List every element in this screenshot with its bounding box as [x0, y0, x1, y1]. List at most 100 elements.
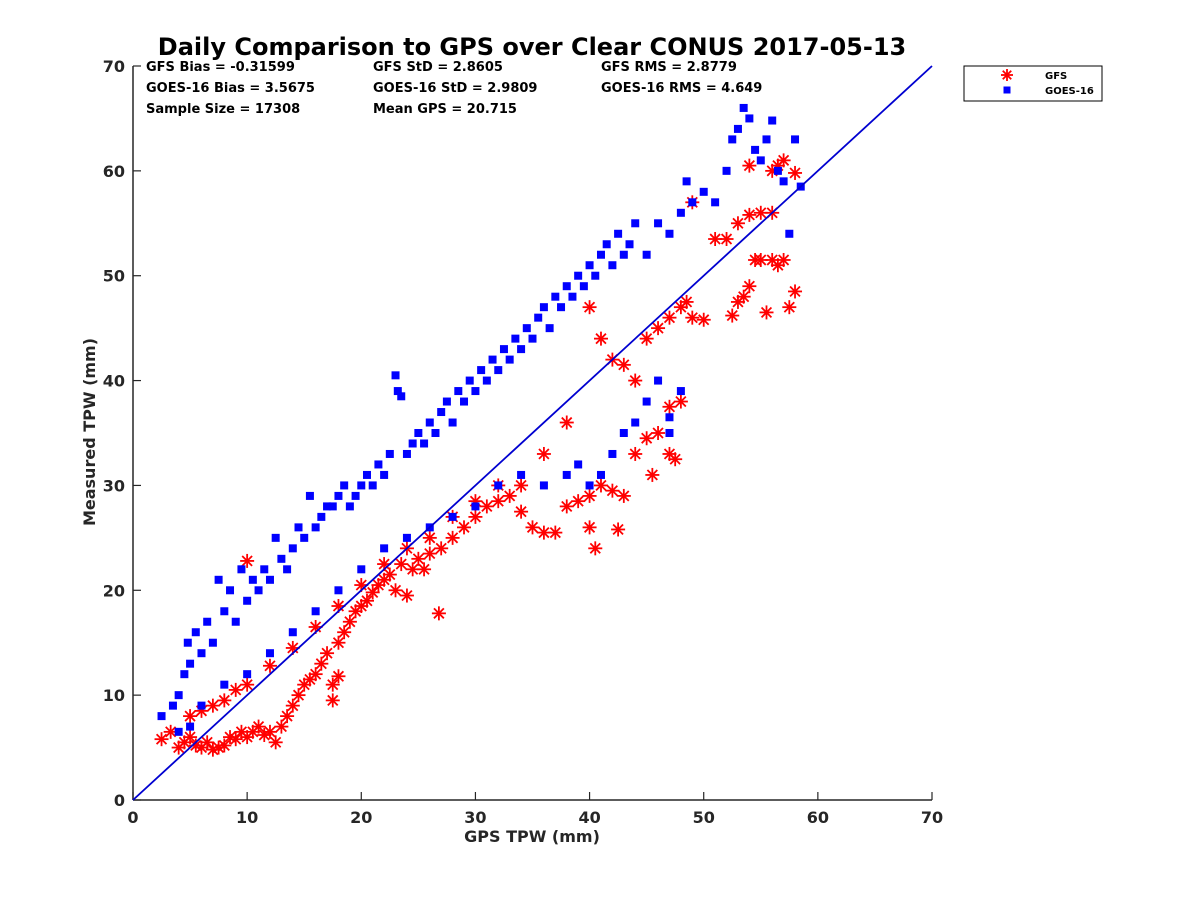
- goes16-point: [345, 502, 354, 511]
- goes16-point: [231, 617, 240, 626]
- gfs-point: [559, 415, 574, 430]
- gfs-point: [742, 279, 757, 294]
- x-tick-label: 10: [236, 808, 258, 827]
- goes16-point: [522, 324, 531, 333]
- goes16-point: [517, 470, 526, 479]
- gfs-point: [616, 488, 631, 503]
- goes16-point: [454, 387, 463, 396]
- goes16-point: [168, 701, 177, 710]
- goes16-point: [174, 727, 183, 736]
- goes16-point: [397, 392, 406, 401]
- goes16-point: [585, 261, 594, 270]
- stat-gfs-rms: GFS RMS = 2.8779: [601, 60, 737, 75]
- goes16-point: [751, 145, 760, 154]
- goes16-point: [511, 334, 520, 343]
- legend-goes16-label: GOES-16: [1045, 86, 1094, 97]
- gfs-point: [628, 373, 643, 388]
- gfs-point: [776, 252, 791, 267]
- gfs-point: [405, 562, 420, 577]
- goes16-point: [157, 712, 166, 721]
- gfs-point: [468, 509, 483, 524]
- gfs-point: [382, 567, 397, 582]
- goes16-point: [340, 481, 349, 490]
- series-goes16: [157, 103, 805, 736]
- gfs-point: [645, 467, 660, 482]
- goes16-point: [756, 156, 765, 165]
- y-tick-label: 70: [103, 57, 125, 76]
- gfs-point: [331, 669, 346, 684]
- gfs-point: [639, 331, 654, 346]
- goes16-point: [688, 198, 697, 207]
- goes16-point: [208, 638, 217, 647]
- stat-goes16-std: GOES-16 StD = 2.9809: [373, 81, 537, 96]
- y-tick-label: 60: [103, 162, 125, 181]
- gfs-point: [183, 709, 198, 724]
- gfs-point: [365, 585, 380, 600]
- goes16-point: [494, 366, 503, 375]
- goes16-point: [265, 649, 274, 658]
- goes16-point: [539, 303, 548, 312]
- goes16-point: [619, 250, 628, 259]
- goes16-point: [288, 628, 297, 637]
- gfs-point: [782, 300, 797, 315]
- x-tick-label: 0: [127, 808, 138, 827]
- goes16-point: [631, 418, 640, 427]
- stat-sample-size: Sample Size = 17308: [146, 102, 300, 117]
- goes16-point: [460, 397, 469, 406]
- goes16-point: [220, 680, 229, 689]
- x-tick-label: 70: [921, 808, 943, 827]
- reference-line: [132, 65, 933, 801]
- chart-title: Daily Comparison to GPS over Clear CONUS…: [158, 33, 906, 61]
- goes16-point: [482, 376, 491, 385]
- goes16-point: [186, 722, 195, 731]
- series-gfs: [154, 153, 803, 757]
- goes16-point: [608, 261, 617, 270]
- y-tick-label: 50: [103, 267, 125, 286]
- goes16-point: [499, 345, 508, 354]
- stat-goes16-rms: GOES-16 RMS = 4.649: [601, 81, 762, 96]
- gfs-point: [525, 520, 540, 535]
- gfs-point: [788, 165, 803, 180]
- goes16-point: [260, 565, 269, 574]
- goes16-point: [711, 198, 720, 207]
- goes16-point: [294, 523, 303, 532]
- goes16-point: [305, 491, 314, 500]
- goes16-point: [631, 219, 640, 228]
- gfs-point: [776, 153, 791, 168]
- goes16-point: [728, 135, 737, 144]
- goes16-point: [414, 429, 423, 437]
- goes16-point: [197, 649, 206, 658]
- goes16-point: [745, 114, 754, 123]
- gfs-point: [399, 588, 414, 603]
- goes16-point: [494, 481, 503, 490]
- goes16-point: [574, 271, 583, 280]
- gfs-point: [679, 294, 694, 309]
- goes16-point: [574, 460, 583, 469]
- goes16-point: [682, 177, 691, 186]
- stat-gfs-bias: GFS Bias = -0.31599: [146, 60, 295, 75]
- goes16-point: [665, 413, 674, 422]
- gfs-point: [240, 553, 255, 568]
- gfs-point: [422, 546, 437, 561]
- gfs-point: [228, 732, 243, 747]
- goes16-point: [402, 449, 411, 458]
- goes16-point: [362, 470, 371, 479]
- gfs-point: [605, 483, 620, 498]
- y-tick-label: 0: [114, 791, 125, 810]
- y-tick-label: 40: [103, 372, 125, 391]
- gfs-point: [228, 682, 243, 697]
- goes16-point: [676, 208, 685, 217]
- goes16-point: [180, 670, 189, 679]
- gfs-point: [668, 452, 683, 467]
- gfs-point: [742, 207, 757, 222]
- goes16-point: [351, 491, 360, 500]
- goes16-point: [357, 565, 366, 574]
- goes16-point: [391, 371, 400, 380]
- gfs-point: [742, 158, 757, 173]
- goes16-point: [254, 586, 263, 595]
- gfs-point: [417, 562, 432, 577]
- gfs-point: [291, 688, 306, 703]
- goes16-point: [768, 116, 777, 125]
- goes16-point: [568, 292, 577, 301]
- gfs-point: [342, 614, 357, 629]
